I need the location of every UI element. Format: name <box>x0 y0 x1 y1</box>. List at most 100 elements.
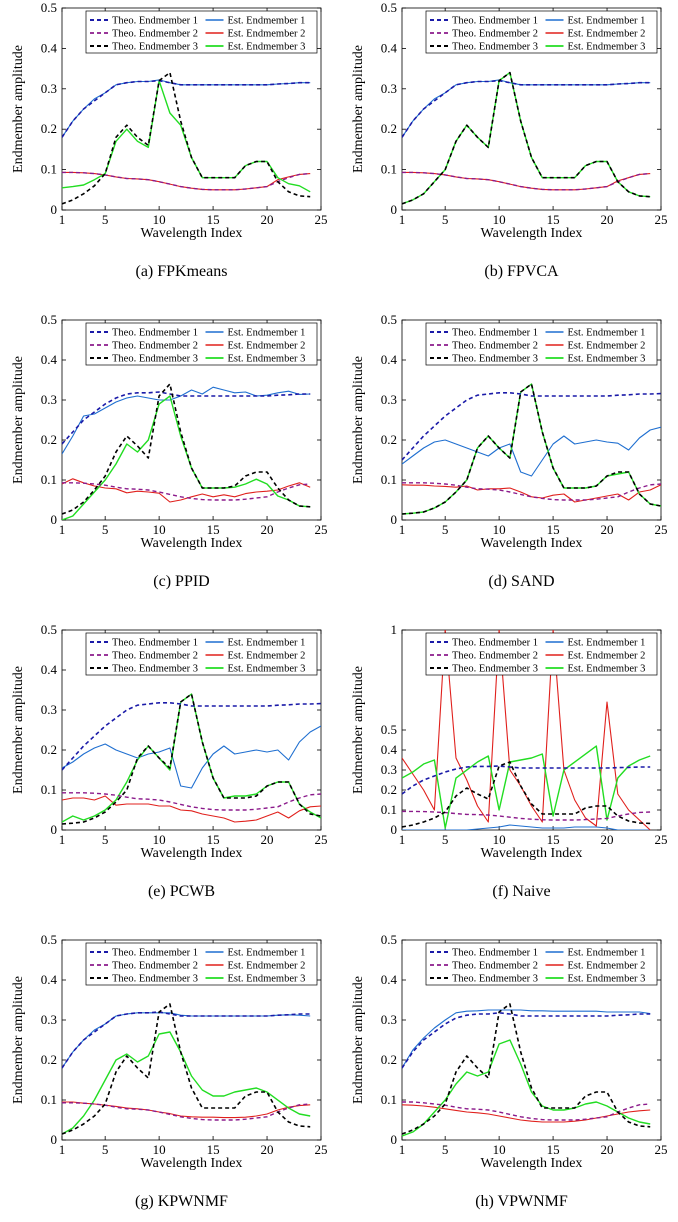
legend-entry: Est. Endmember 1 <box>568 948 646 959</box>
plot-frame <box>401 939 662 1141</box>
x-tick-label: 1 <box>399 522 406 537</box>
x-tick-label: 20 <box>601 212 614 227</box>
y-tick-label: 0.1 <box>381 802 397 817</box>
series-line-est-endmember-1 <box>402 824 651 830</box>
series-line-est-endmember-3 <box>62 395 311 520</box>
y-tick-label: 0.3 <box>381 81 397 96</box>
legend-entry: Theo. Endmember 1 <box>452 16 538 27</box>
y-tick-label: 0 <box>51 822 58 837</box>
y-tick-label: 0.2 <box>41 1052 57 1067</box>
x-tick-label: 5 <box>102 212 109 227</box>
series-line-theo-endmember-1 <box>402 391 661 461</box>
y-tick-label: 0.2 <box>381 432 397 447</box>
series-line-est-endmember-2 <box>402 171 651 191</box>
y-axis-label: Endmember amplitude <box>351 356 366 484</box>
x-tick-label: 15 <box>207 832 220 847</box>
legend-entry: Theo. Endmember 3 <box>112 974 198 985</box>
plot-frame <box>401 319 662 521</box>
legend-box <box>425 10 658 54</box>
x-axis-label: Wavelength Index <box>141 846 243 861</box>
series-line-theo-endmember-2 <box>62 792 321 811</box>
y-tick-label: 0 <box>51 1132 58 1147</box>
legend-entry: Theo. Endmember 2 <box>452 29 538 40</box>
y-tick-label: 0.1 <box>41 1092 57 1107</box>
x-tick-label: 1 <box>59 212 66 227</box>
y-tick-label: 0.2 <box>41 742 57 757</box>
x-tick-label: 10 <box>493 212 506 227</box>
y-tick-label: 0.2 <box>41 432 57 447</box>
legend-entry: Est. Endmember 1 <box>568 328 646 339</box>
legend-entry: Est. Endmember 3 <box>568 974 646 985</box>
y-tick-label: 0.4 <box>381 972 398 987</box>
x-tick-label: 15 <box>207 522 220 537</box>
legend-entry: Theo. Endmember 1 <box>112 948 198 959</box>
x-axis-label: Wavelength Index <box>481 846 583 861</box>
y-tick-label: 0.4 <box>41 662 58 677</box>
y-tick-label: 0.4 <box>41 40 58 55</box>
series-line-est-endmember-1 <box>62 1012 311 1069</box>
legend-box <box>425 632 658 676</box>
legend-entry: Est. Endmember 1 <box>228 948 306 959</box>
legend-entry: Est. Endmember 2 <box>228 651 306 662</box>
series-line-theo-endmember-3 <box>62 383 311 515</box>
y-tick-label: 0.5 <box>381 0 397 15</box>
x-tick-label: 20 <box>261 1142 274 1157</box>
legend-box <box>85 322 318 366</box>
y-tick-label: 0 <box>391 512 398 527</box>
x-tick-label: 10 <box>493 522 506 537</box>
panel-caption: (f) Naive <box>492 883 550 900</box>
panel-caption: (b) FPVCA <box>484 263 559 280</box>
x-tick-label: 25 <box>655 522 668 537</box>
series-line-est-endmember-2 <box>402 1104 651 1123</box>
legend-box <box>425 942 658 986</box>
y-tick-label: 0.4 <box>381 742 398 757</box>
y-tick-label: 0.5 <box>381 932 397 947</box>
series-line-est-endmember-3 <box>62 79 311 193</box>
x-tick-label: 10 <box>493 832 506 847</box>
series-line-est-endmember-2 <box>402 484 661 503</box>
legend-entry: Est. Endmember 1 <box>228 638 306 649</box>
x-tick-label: 10 <box>493 1142 506 1157</box>
y-axis-label: Endmember amplitude <box>351 976 366 1104</box>
y-tick-label: 0.2 <box>381 121 397 136</box>
legend-entry: Est. Endmember 2 <box>568 961 646 972</box>
legend-entry: Est. Endmember 3 <box>568 42 646 53</box>
series-line-est-endmember-1 <box>402 426 661 477</box>
series-line-est-endmember-3 <box>402 1039 651 1137</box>
x-tick-label: 20 <box>601 832 614 847</box>
x-tick-label: 15 <box>547 212 560 227</box>
legend-entry: Est. Endmember 2 <box>228 29 306 40</box>
x-tick-label: 20 <box>261 522 274 537</box>
x-tick-label: 5 <box>442 522 449 537</box>
series-line-theo-endmember-2 <box>402 482 661 501</box>
y-axis-label: Endmember amplitude <box>351 666 366 794</box>
x-tick-label: 10 <box>153 1142 166 1157</box>
legend-entry: Theo. Endmember 2 <box>452 651 538 662</box>
panel-caption: (e) PCWB <box>148 883 215 900</box>
x-tick-label: 25 <box>315 522 328 537</box>
x-tick-label: 15 <box>547 1142 560 1157</box>
series-line-est-endmember-3 <box>402 383 661 515</box>
x-tick-label: 10 <box>153 522 166 537</box>
legend-entry: Est. Endmember 2 <box>228 341 306 352</box>
y-axis-label: Endmember amplitude <box>351 45 366 173</box>
x-tick-label: 15 <box>547 522 560 537</box>
series-line-theo-endmember-1 <box>62 1011 311 1069</box>
legend-entry: Est. Endmember 3 <box>228 974 306 985</box>
legend-entry: Theo. Endmember 1 <box>452 328 538 339</box>
x-tick-label: 10 <box>153 832 166 847</box>
series-line-theo-endmember-3 <box>402 1003 651 1135</box>
legend-entry: Theo. Endmember 2 <box>112 651 198 662</box>
legend-entry: Est. Endmember 3 <box>568 354 646 365</box>
legend-entry: Theo. Endmember 3 <box>112 664 198 675</box>
legend-box <box>85 10 318 54</box>
x-tick-label: 1 <box>399 1142 406 1157</box>
y-tick-label: 0.1 <box>381 472 397 487</box>
series-line-theo-endmember-3 <box>62 1003 311 1135</box>
y-tick-label: 0 <box>391 1132 398 1147</box>
series-line-est-endmember-2 <box>62 478 311 503</box>
x-tick-label: 5 <box>102 832 109 847</box>
